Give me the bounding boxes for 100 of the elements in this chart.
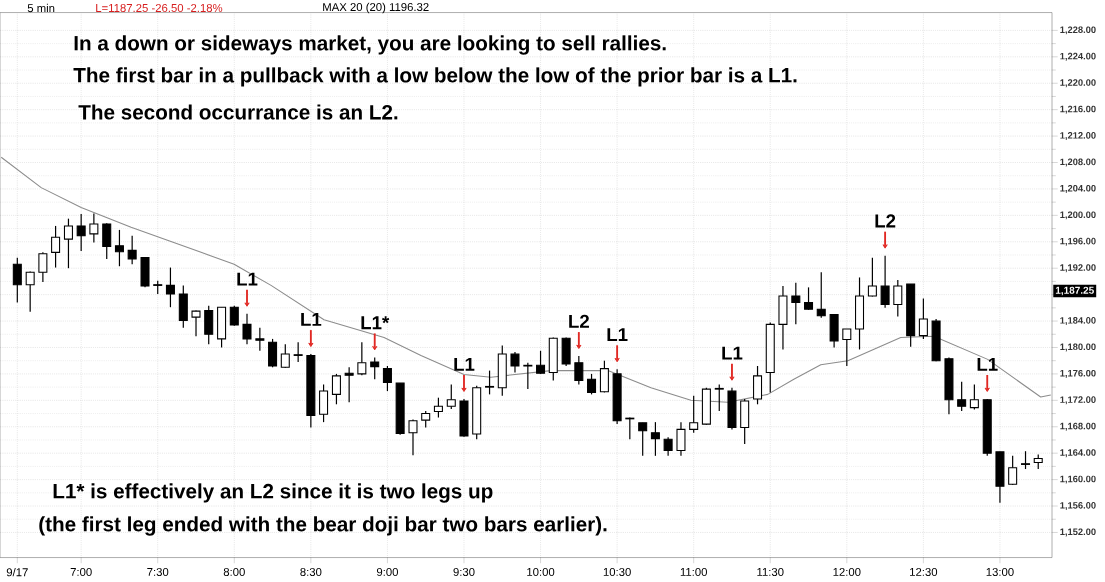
annotation: L1 bbox=[301, 312, 322, 326]
candlestick bbox=[38, 251, 48, 283]
candlestick bbox=[804, 286, 814, 311]
line-series bbox=[0, 156, 1052, 403]
candlestick bbox=[268, 338, 278, 368]
candlestick bbox=[918, 298, 928, 340]
y-tick-label: 1,164.00 bbox=[1060, 449, 1096, 458]
candlestick bbox=[229, 305, 239, 327]
y-tick-label: 1,172.00 bbox=[1060, 396, 1096, 405]
candlestick bbox=[880, 255, 890, 309]
candlestick bbox=[867, 257, 877, 298]
candlestick bbox=[676, 421, 686, 457]
x-tick-label: 8:30 bbox=[300, 567, 322, 576]
candlestick bbox=[1008, 455, 1018, 486]
candlestick bbox=[753, 365, 763, 405]
annotation: L2 bbox=[569, 314, 589, 328]
candlestick bbox=[587, 373, 597, 395]
candlestick bbox=[76, 213, 86, 252]
annotation: MAX 20 (20) 1196.32 bbox=[323, 2, 429, 14]
y-tick-label: 1,204.00 bbox=[1060, 184, 1096, 193]
candlestick bbox=[191, 309, 201, 337]
y-tick-label: 1,160.00 bbox=[1060, 475, 1096, 484]
y-tick-label: 1,180.00 bbox=[1060, 343, 1096, 352]
candlestick bbox=[255, 327, 265, 352]
candlestick bbox=[510, 351, 520, 374]
annotation: The first bar in a pullback with a low below the low of the prior bar is a L1. bbox=[73, 67, 797, 87]
candlestick bbox=[536, 350, 546, 375]
y-tick-label: 1,200.00 bbox=[1060, 211, 1096, 220]
annotation: L1* bbox=[361, 316, 390, 330]
annotation: L1 bbox=[722, 346, 743, 360]
x-tick-label: 11:30 bbox=[757, 567, 784, 576]
candlestick bbox=[382, 365, 392, 392]
candlestick bbox=[165, 266, 175, 308]
y-tick-label: 1,196.00 bbox=[1060, 237, 1096, 246]
candlestick bbox=[63, 218, 73, 269]
candlestick bbox=[638, 422, 648, 457]
x-tick-label: 10:30 bbox=[603, 567, 631, 576]
x-tick-label: 12:30 bbox=[910, 567, 938, 576]
candlestick bbox=[319, 383, 329, 423]
candlestick bbox=[344, 366, 354, 403]
x-tick-label: 10:00 bbox=[527, 567, 555, 576]
candlestick bbox=[12, 257, 22, 304]
x-tick-label: 12:00 bbox=[833, 567, 861, 576]
candlestick bbox=[408, 418, 418, 456]
candlestick bbox=[433, 397, 443, 419]
y-tick-label: 1,176.00 bbox=[1060, 369, 1096, 378]
x-tick-label: 11:00 bbox=[680, 567, 707, 576]
chart-subtitle: L=1187.25 -26.50 -2.18% bbox=[96, 3, 223, 12]
y-tick-label: 1,168.00 bbox=[1060, 422, 1096, 431]
candlestick bbox=[204, 305, 214, 345]
y-tick-label: 1,228.00 bbox=[1060, 26, 1096, 35]
y-tick-label: 1,220.00 bbox=[1060, 79, 1096, 88]
x-tick-label: 8:00 bbox=[223, 567, 245, 576]
candlestick bbox=[331, 373, 341, 405]
candlestick bbox=[370, 356, 380, 380]
candlestick bbox=[523, 362, 533, 390]
y-tick-label: 1,184.00 bbox=[1060, 317, 1096, 326]
x-tick-label: 7:30 bbox=[147, 567, 169, 576]
candlestick bbox=[957, 381, 967, 412]
candlestick bbox=[293, 341, 303, 363]
y-tick-label: 1,216.00 bbox=[1060, 105, 1096, 114]
candlestick bbox=[280, 343, 290, 369]
candlestick bbox=[485, 370, 495, 395]
candlestick bbox=[102, 222, 112, 260]
candlestick bbox=[714, 383, 724, 412]
candlestick bbox=[816, 271, 826, 319]
annotation: L1 bbox=[607, 328, 628, 342]
annotation: L1* is effectively an L2 since it is two legs up bbox=[53, 483, 493, 503]
annotation: L1 bbox=[977, 357, 998, 371]
candlestick bbox=[242, 313, 252, 345]
y-tick-label: 1,192.00 bbox=[1060, 264, 1096, 273]
candlestick bbox=[127, 235, 137, 265]
y-tick-label: 1,224.00 bbox=[1060, 52, 1096, 61]
candlestick bbox=[893, 279, 903, 318]
annotation: The second occurrance is an L2. bbox=[78, 104, 398, 120]
y-tick-label: 1,152.00 bbox=[1060, 528, 1096, 537]
candlestick bbox=[842, 328, 852, 367]
chart-title: 5 min bbox=[27, 3, 55, 13]
candlestick bbox=[574, 355, 584, 386]
candlestick bbox=[650, 421, 660, 457]
annotation: L1 bbox=[237, 272, 258, 286]
x-tick-label: 9:00 bbox=[376, 567, 398, 576]
candlestick bbox=[663, 436, 673, 457]
y-tick-label: 1,156.00 bbox=[1060, 502, 1096, 511]
candlestick bbox=[357, 341, 367, 376]
y-tick-label: 1,212.00 bbox=[1060, 132, 1096, 141]
annotation: In a down or sideways market, you are looking to sell rallies. bbox=[74, 35, 666, 55]
text: 1,187.25 bbox=[1055, 286, 1094, 296]
y-tick-label: 1,208.00 bbox=[1060, 158, 1096, 167]
x-tick-label: 9:30 bbox=[453, 567, 475, 576]
annotation: L1 bbox=[454, 357, 475, 371]
candlestick bbox=[25, 270, 35, 313]
annotation: (the first leg ended with the bear doji bar two bars earlier). bbox=[39, 516, 607, 536]
x-tick-label: 9/17 bbox=[6, 567, 28, 577]
candlestick bbox=[89, 212, 99, 244]
candlestick bbox=[446, 383, 456, 410]
x-tick-label: 7:00 bbox=[70, 567, 92, 576]
candlestick bbox=[599, 360, 609, 393]
candlestick bbox=[114, 229, 124, 267]
candlestick bbox=[969, 383, 979, 411]
